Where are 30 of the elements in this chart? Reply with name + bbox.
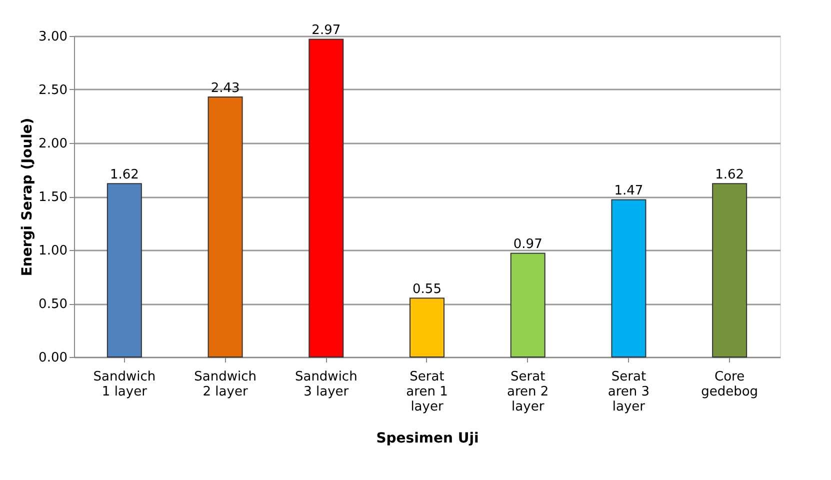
x-axis-title: Spesimen Uji — [376, 430, 479, 446]
bar — [308, 38, 344, 358]
y-tick-label: 2.50 — [38, 83, 68, 98]
x-tick-label: Serat aren 3 layer — [608, 370, 650, 414]
data-label: 1.62 — [110, 168, 139, 183]
data-label: 0.97 — [513, 237, 542, 252]
x-tick-label: Serat aren 2 layer — [507, 370, 549, 414]
x-tick-label: Sandwich 2 layer — [194, 370, 256, 400]
data-label: 1.47 — [614, 184, 644, 199]
y-tick-label: 1.50 — [38, 190, 68, 205]
bar — [410, 298, 444, 358]
x-tick-label: Sandwich 1 layer — [93, 370, 156, 400]
bar — [106, 183, 142, 358]
y-tick-label: 1.00 — [38, 244, 68, 258]
y-tick-label: 0.00 — [38, 350, 68, 366]
data-label: 2.97 — [312, 23, 341, 38]
bar — [208, 96, 243, 358]
bar — [712, 183, 748, 358]
data-label: 1.62 — [715, 168, 744, 183]
y-tick-label: 3.00 — [38, 30, 68, 44]
bar — [510, 252, 546, 358]
x-tick-label: Sandwich 3 layer — [294, 370, 358, 400]
x-tick-label: Serat aren 1 layer — [406, 370, 448, 414]
y-tick-label: 2.00 — [38, 136, 68, 152]
data-label: 0.55 — [412, 282, 442, 298]
y-axis-title: Energi Serap (Joule) — [20, 118, 36, 276]
bar — [611, 199, 646, 358]
x-tick-label: Core gedebog — [701, 370, 758, 400]
data-label: 2.43 — [210, 80, 240, 96]
y-tick-label: 0.50 — [38, 297, 68, 312]
